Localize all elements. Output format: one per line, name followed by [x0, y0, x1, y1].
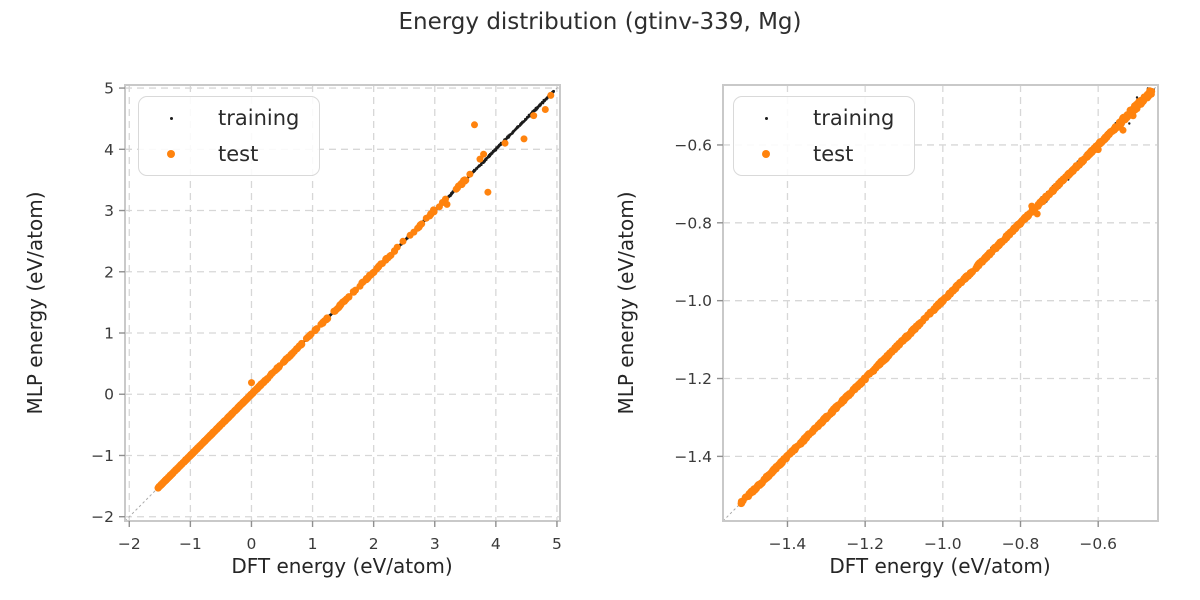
- legend-label-training: training: [218, 106, 300, 130]
- svg-text:1: 1: [308, 535, 318, 553]
- marker-column: [139, 150, 203, 158]
- svg-text:0: 0: [247, 535, 257, 553]
- left-legend: training test: [138, 96, 320, 176]
- legend-label-test: test: [813, 142, 854, 166]
- svg-text:5: 5: [104, 80, 114, 98]
- subplot-0: −2 −1 0 1 2 3 4 5 −2 −1 0 1 2 3 4 5: [91, 80, 562, 553]
- svg-text:−1.2: −1.2: [674, 370, 712, 388]
- svg-text:−1.2: −1.2: [846, 535, 884, 553]
- tick-labels: −1.4 −1.2 −1.0 −0.8 −0.6 −1.4 −1.2 −1.0 −0.8 −0.6: [674, 136, 1117, 553]
- legend-entry-test: test: [139, 136, 319, 172]
- svg-text:−1.0: −1.0: [924, 535, 962, 553]
- svg-text:−1.4: −1.4: [769, 535, 807, 553]
- figure-title: Energy distribution (gtinv-339, Mg): [398, 9, 802, 35]
- svg-text:−0.6: −0.6: [1079, 535, 1117, 553]
- axes-frame: [124, 84, 561, 522]
- svg-text:−0.8: −0.8: [674, 214, 712, 232]
- svg-text:4: 4: [104, 141, 114, 159]
- subplot-1: −1.4 −1.2 −1.0 −0.8 −0.6 −1.4 −1.2 −1.0 −0.8 −0.6: [674, 84, 1159, 553]
- left-x-axis-label: DFT energy (eV/atom): [231, 554, 453, 578]
- svg-text:−1: −1: [179, 535, 202, 553]
- left-y-axis-label: MLP energy (eV/atom): [23, 191, 47, 415]
- tick-labels: −2 −1 0 1 2 3 4 5 −2 −1 0 1 2 3 4 5: [91, 80, 562, 553]
- training-marker-icon: [169, 116, 173, 120]
- svg-text:1: 1: [104, 325, 114, 343]
- svg-text:−0.8: −0.8: [1002, 535, 1040, 553]
- test-scatter: [737, 87, 1156, 508]
- tick-marks: [717, 144, 1099, 527]
- test-scatter: [154, 91, 555, 492]
- right-y-axis-label: MLP energy (eV/atom): [614, 191, 638, 415]
- svg-text:−0.6: −0.6: [674, 136, 712, 154]
- marker-column: [734, 150, 798, 158]
- legend-label-training: training: [813, 106, 895, 130]
- legend-entry-training: training: [139, 100, 319, 136]
- svg-text:4: 4: [491, 535, 501, 553]
- axes-frame: [722, 84, 1159, 522]
- svg-text:−1.0: −1.0: [674, 292, 712, 310]
- test-marker-icon: [762, 150, 770, 158]
- svg-text:−2: −2: [118, 535, 141, 553]
- svg-text:5: 5: [552, 535, 562, 553]
- test-marker-icon: [167, 150, 175, 158]
- right-legend: training test: [733, 96, 915, 176]
- legend-entry-training: training: [734, 100, 914, 136]
- marker-column: [139, 116, 203, 120]
- legend-entry-test: test: [734, 136, 914, 172]
- svg-text:2: 2: [369, 535, 379, 553]
- svg-text:−2: −2: [91, 508, 114, 526]
- svg-text:−1.4: −1.4: [674, 448, 712, 466]
- legend-label-test: test: [218, 142, 259, 166]
- marker-column: [734, 116, 798, 120]
- svg-text:3: 3: [430, 535, 440, 553]
- right-x-axis-label: DFT energy (eV/atom): [829, 554, 1051, 578]
- training-marker-icon: [764, 116, 768, 120]
- svg-text:2: 2: [104, 263, 114, 281]
- svg-text:−1: −1: [91, 447, 114, 465]
- grid: [125, 85, 560, 521]
- svg-text:3: 3: [104, 202, 114, 220]
- svg-text:0: 0: [104, 386, 114, 404]
- tick-marks: [119, 87, 558, 527]
